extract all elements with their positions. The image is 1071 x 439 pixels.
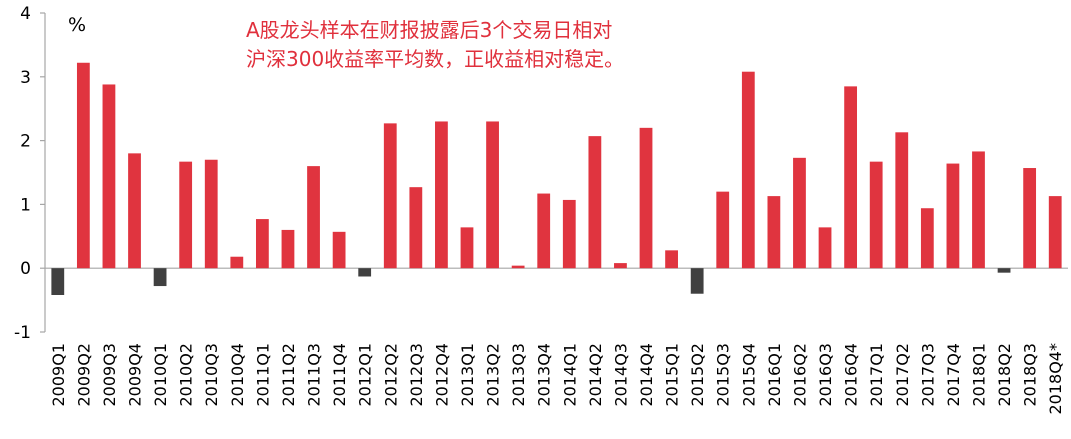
y-tick-label: 3 bbox=[20, 68, 31, 88]
bar-2015Q2 bbox=[690, 268, 704, 294]
x-tick-label: 2012Q3 bbox=[407, 343, 426, 407]
bar-2017Q1 bbox=[869, 161, 883, 269]
chart-annotation: A股龙头样本在财报披露后3个交易日相对 沪深300收益率平均数，正收益相对稳定。 bbox=[246, 16, 726, 74]
x-tick-label: 2011Q1 bbox=[253, 343, 272, 407]
bar-2012Q1 bbox=[358, 268, 372, 277]
y-tick-label: 1 bbox=[20, 195, 31, 215]
x-tick-label: 2011Q2 bbox=[279, 343, 298, 407]
bar-2015Q4 bbox=[741, 71, 755, 269]
x-tick-label: 2018Q1 bbox=[969, 343, 988, 407]
x-tick-label: 2016Q1 bbox=[765, 343, 784, 407]
y-axis-unit: % bbox=[68, 14, 87, 36]
bar-2017Q3 bbox=[920, 208, 934, 269]
bar-2017Q4 bbox=[946, 163, 960, 269]
x-tick-label: 2009Q1 bbox=[49, 343, 68, 407]
x-tick-label: 2013Q2 bbox=[484, 343, 503, 407]
bar-2009Q1 bbox=[51, 268, 65, 295]
bar-2011Q4 bbox=[332, 231, 346, 269]
x-tick-label: 2010Q1 bbox=[151, 343, 170, 407]
y-tick-labels: -1 0 1 2 3 4 bbox=[14, 4, 31, 343]
x-tick-label: 2018Q3 bbox=[1021, 343, 1040, 407]
bar-2012Q3 bbox=[409, 187, 423, 269]
x-tick-label: 2010Q2 bbox=[177, 343, 196, 407]
bar-2014Q1 bbox=[562, 199, 576, 269]
bar-2010Q4 bbox=[230, 256, 244, 269]
x-tick-label: 2012Q1 bbox=[356, 343, 375, 407]
y-tick-label: 2 bbox=[20, 132, 31, 152]
bar-2011Q2 bbox=[281, 229, 295, 269]
bar-2014Q4 bbox=[639, 127, 653, 269]
x-tick-label: 2016Q3 bbox=[816, 343, 835, 407]
x-tick-label: 2016Q4 bbox=[842, 343, 861, 407]
x-tick-label: 2017Q4 bbox=[944, 343, 963, 407]
x-tick-label: 2015Q3 bbox=[714, 343, 733, 407]
bar-2013Q2 bbox=[486, 121, 499, 269]
bar-2016Q2 bbox=[793, 157, 806, 269]
bar-2011Q3 bbox=[307, 166, 320, 269]
bar-2018Q3 bbox=[1023, 168, 1037, 269]
x-tick-labels: 2009Q1 2009Q2 2009Q3 2009Q4 2010Q1 2010Q2 2010… bbox=[49, 343, 1065, 415]
x-tick-label: 2015Q1 bbox=[663, 343, 682, 407]
bar-2013Q3 bbox=[511, 265, 525, 269]
x-tick-label: 2017Q3 bbox=[918, 343, 937, 407]
y-tick-label: 4 bbox=[20, 4, 31, 24]
bar-2014Q2 bbox=[588, 136, 602, 269]
bar-2011Q1 bbox=[255, 219, 269, 269]
bar-2009Q4 bbox=[128, 153, 141, 269]
x-tick-label: 2016Q2 bbox=[790, 343, 809, 407]
bar-2018Q1 bbox=[972, 151, 985, 269]
y-tick-label: 0 bbox=[20, 259, 31, 279]
x-tick-label: 2011Q3 bbox=[305, 343, 324, 407]
x-tick-label: 2014Q2 bbox=[586, 343, 605, 407]
x-tick-label: 2013Q4 bbox=[535, 343, 554, 407]
x-tick-label: 2013Q1 bbox=[458, 343, 477, 407]
x-tick-label: 2009Q3 bbox=[100, 343, 119, 407]
bar-2009Q3 bbox=[102, 84, 116, 269]
x-tick-label: 2011Q4 bbox=[330, 343, 349, 407]
x-tick-label: 2014Q3 bbox=[611, 343, 630, 407]
x-tick-label: 2013Q3 bbox=[509, 343, 528, 407]
x-tick-label: 2010Q4 bbox=[228, 343, 247, 407]
bar-2016Q3 bbox=[818, 227, 832, 269]
annotation-line-1: A股龙头样本在财报披露后3个交易日相对 bbox=[246, 18, 613, 42]
x-tick-label: 2018Q2 bbox=[995, 343, 1014, 407]
bar-2017Q2 bbox=[895, 132, 909, 269]
bar-2016Q1 bbox=[767, 196, 781, 269]
bar-2015Q3 bbox=[716, 191, 730, 269]
bar-2013Q4 bbox=[537, 193, 551, 269]
y-tick-label: -1 bbox=[14, 323, 31, 343]
x-tick-label: 2017Q1 bbox=[867, 343, 886, 407]
x-tick-label: 2009Q2 bbox=[74, 343, 93, 407]
x-tick-label: 2010Q3 bbox=[202, 343, 221, 407]
x-tick-label: 2014Q4 bbox=[637, 343, 656, 407]
bar-2015Q1 bbox=[665, 250, 678, 269]
bar-2010Q2 bbox=[179, 161, 193, 269]
x-tick-label: 2015Q2 bbox=[688, 343, 707, 407]
bar-2018Q4* bbox=[1048, 196, 1062, 269]
x-tick-label: 2015Q4 bbox=[739, 343, 758, 407]
bar-2013Q1 bbox=[460, 227, 474, 269]
x-tick-label: 2017Q2 bbox=[893, 343, 912, 407]
bar-2010Q3 bbox=[204, 159, 218, 269]
annotation-line-2: 沪深300收益率平均数，正收益相对稳定。 bbox=[246, 47, 625, 71]
x-tick-label: 2012Q4 bbox=[432, 343, 451, 407]
x-tick-label: 2009Q4 bbox=[126, 343, 145, 407]
bar-2016Q4 bbox=[844, 86, 858, 269]
bars bbox=[51, 62, 1062, 295]
bar-2018Q2 bbox=[997, 268, 1011, 273]
x-tick-label: 2012Q2 bbox=[381, 343, 400, 407]
bar-2012Q2 bbox=[383, 123, 397, 269]
bar-2009Q2 bbox=[76, 62, 90, 269]
x-tick-label: 2014Q1 bbox=[560, 343, 579, 407]
bar-2012Q4 bbox=[435, 121, 448, 269]
bar-2014Q3 bbox=[614, 263, 627, 269]
bar-2010Q1 bbox=[153, 268, 167, 287]
x-tick-label: 2018Q4* bbox=[1046, 343, 1065, 415]
